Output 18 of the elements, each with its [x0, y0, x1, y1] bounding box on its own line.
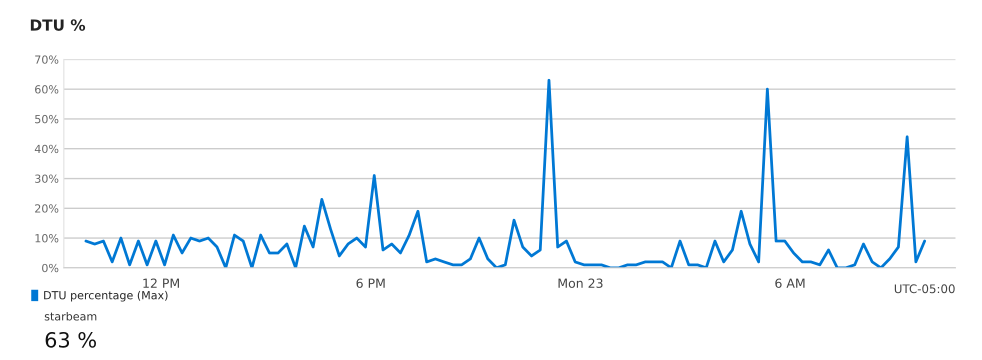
- y-tick-label: 10%: [35, 234, 58, 242]
- x-tick-label: 6 AM: [775, 278, 804, 288]
- x-tick-label: Mon 23: [558, 278, 603, 288]
- y-tick-label: 70%: [35, 55, 58, 64]
- legend-label: DTU percentage (Max): [44, 290, 168, 302]
- y-tick-label: 40%: [34, 144, 58, 154]
- line-series: [84, 78, 926, 268]
- text: 63 %: [46, 332, 96, 348]
- y-tick-label: 60%: [35, 85, 58, 94]
- text: UTC-05:00: [894, 284, 955, 294]
- y-tick-label: 20%: [35, 204, 58, 213]
- y-tick-label: 50%: [35, 114, 58, 124]
- x-tick-label: 12 PM: [143, 278, 179, 288]
- y-tick-label: 30%: [35, 174, 58, 183]
- y-tick-label: 0%: [42, 264, 58, 272]
- x-tick-label: 6 PM: [356, 278, 385, 288]
- chart-title: DTU %: [30, 19, 86, 31]
- text: starbeam: [44, 312, 96, 321]
